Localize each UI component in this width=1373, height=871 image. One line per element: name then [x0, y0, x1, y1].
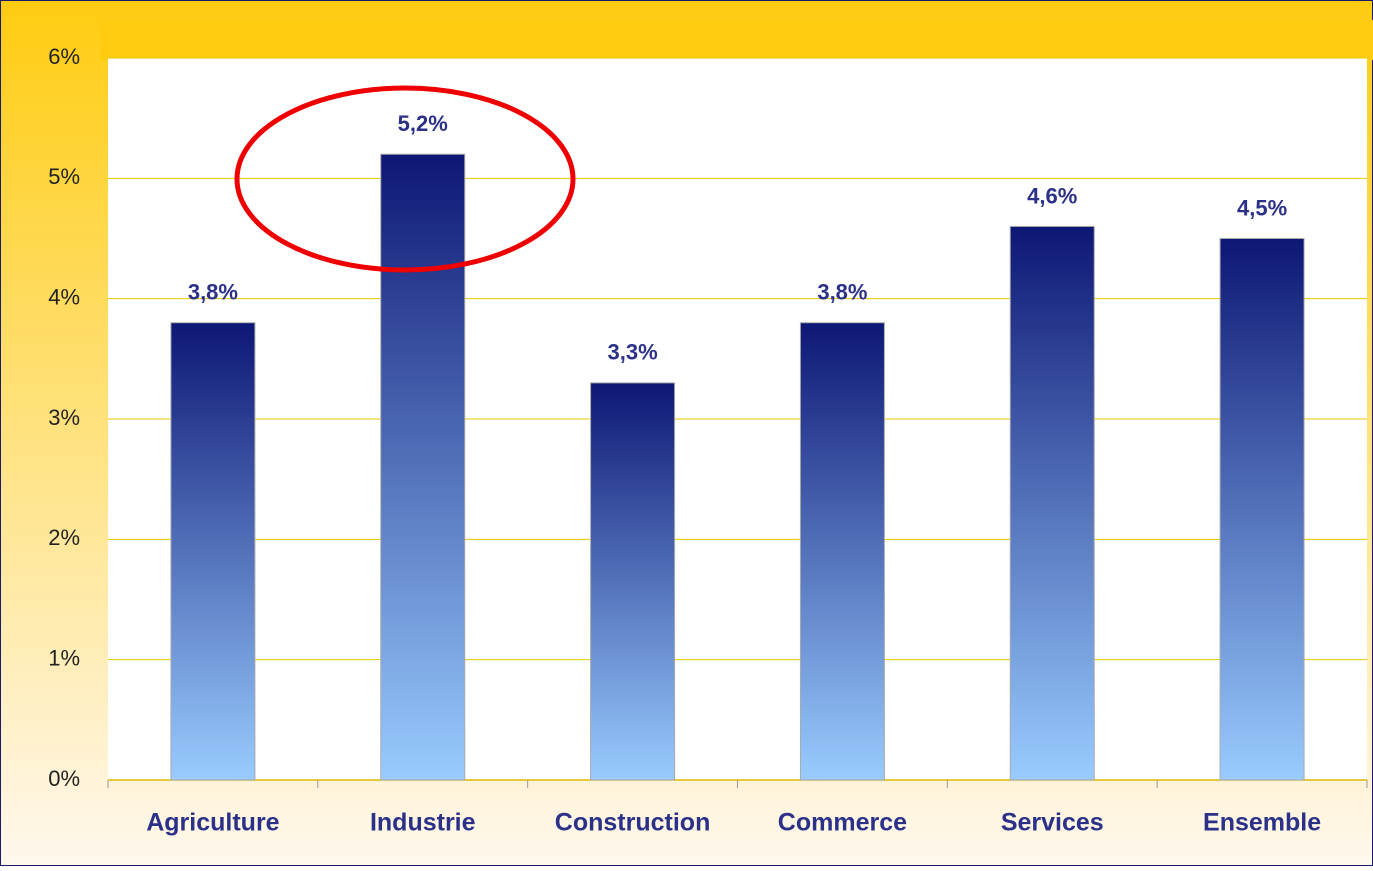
value-label: 4,6% — [1027, 183, 1077, 208]
top-band — [100, 20, 1373, 60]
y-tick-label: 6% — [48, 44, 80, 69]
bar — [170, 322, 256, 781]
y-tick-label: 5% — [48, 164, 80, 189]
x-tick-label: Services — [1001, 809, 1104, 837]
x-tick-label: Commerce — [778, 809, 907, 837]
bar — [380, 153, 466, 781]
x-tick-label: Agriculture — [146, 809, 279, 837]
bar — [1219, 238, 1305, 781]
x-tick-label: Industrie — [370, 809, 476, 837]
value-label: 3,8% — [817, 280, 867, 305]
bar — [799, 322, 885, 781]
value-label: 3,3% — [608, 340, 658, 365]
y-tick-label: 1% — [48, 645, 80, 670]
x-tick-label: Construction — [555, 809, 711, 837]
value-label: 3,8% — [188, 280, 238, 305]
y-tick-label: 4% — [48, 284, 80, 309]
value-label: 4,5% — [1237, 195, 1287, 220]
y-tick-label: 2% — [48, 525, 80, 550]
y-tick-label: 3% — [48, 405, 80, 430]
x-tick-label: Ensemble — [1203, 809, 1321, 837]
bar — [590, 382, 676, 781]
highlight-ellipse — [234, 85, 576, 273]
value-label: 5,2% — [398, 111, 448, 136]
bar — [1009, 225, 1095, 781]
y-tick-label: 0% — [48, 766, 80, 791]
